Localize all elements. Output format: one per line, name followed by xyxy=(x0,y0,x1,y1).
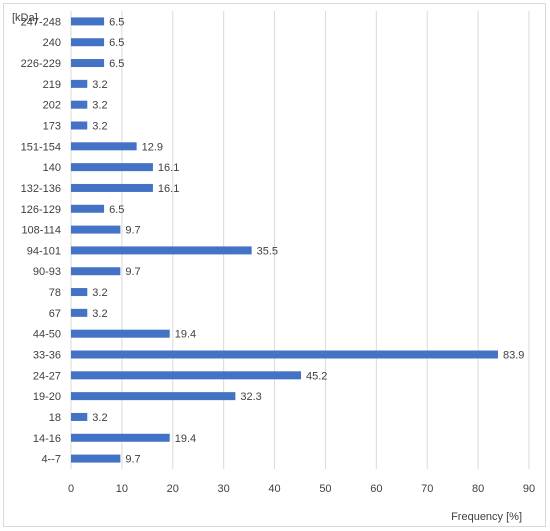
category-tick-label: 4--7 xyxy=(41,454,61,466)
bar-173 xyxy=(71,121,88,130)
category-tick-label: 94-101 xyxy=(27,245,61,257)
category-tick-label: 90-93 xyxy=(33,266,61,278)
bar-132-136 xyxy=(71,183,153,192)
category-tick-label: 202 xyxy=(43,100,61,112)
x-tick-label: 70 xyxy=(421,483,433,495)
category-tick-label: 18 xyxy=(49,412,61,424)
data-label: 3.2 xyxy=(92,79,107,91)
bar-24-27 xyxy=(71,371,302,380)
bar-226-229 xyxy=(71,59,105,68)
category-tick-label: 219 xyxy=(43,79,61,91)
category-tick-label: 226-229 xyxy=(21,58,61,70)
category-tick-labels: 247-248 240 226-229 219 202 173 151-154 140 132-… xyxy=(21,16,61,465)
data-label: 19.4 xyxy=(175,433,196,445)
data-label: 12.9 xyxy=(142,141,163,153)
bar-202 xyxy=(71,100,88,109)
x-tick-label: 40 xyxy=(268,483,280,495)
bar-94-101 xyxy=(71,246,252,255)
bar-18 xyxy=(71,412,88,421)
bar-78 xyxy=(71,288,88,297)
x-tick-label: 20 xyxy=(167,483,179,495)
category-tick-label: 44-50 xyxy=(33,329,61,341)
bar-151-154 xyxy=(71,142,137,151)
bar-219 xyxy=(71,79,88,88)
data-label: 16.1 xyxy=(158,183,179,195)
x-tick-label: 10 xyxy=(116,483,128,495)
category-tick-label: 132-136 xyxy=(21,183,61,195)
data-label: 3.2 xyxy=(92,100,107,112)
category-tick-label: 240 xyxy=(43,37,61,49)
x-tick-labels: 0 10 20 30 40 50 60 70 80 90 xyxy=(68,483,535,495)
category-tick-label: 33-36 xyxy=(33,350,61,362)
data-label: 32.3 xyxy=(240,391,261,403)
category-tick-label: 140 xyxy=(43,162,61,174)
data-label: 9.7 xyxy=(125,266,140,278)
data-label: 3.2 xyxy=(92,287,107,299)
data-label: 16.1 xyxy=(158,162,179,174)
category-tick-label: 67 xyxy=(49,308,61,320)
data-label: 9.7 xyxy=(125,454,140,466)
category-tick-label: 19-20 xyxy=(33,391,61,403)
x-tick-label: 90 xyxy=(523,483,535,495)
category-tick-label: 108-114 xyxy=(21,225,61,237)
x-tick-label: 80 xyxy=(472,483,484,495)
data-label: 3.2 xyxy=(92,308,107,320)
data-label: 6.5 xyxy=(109,204,124,216)
data-label: 3.2 xyxy=(92,121,107,133)
category-tick-label: 173 xyxy=(43,121,61,133)
bars xyxy=(71,17,498,463)
data-label: 19.4 xyxy=(175,329,196,341)
gridlines xyxy=(70,11,530,469)
category-tick-label: 24-27 xyxy=(33,370,61,382)
category-tick-label: 151-154 xyxy=(21,141,61,153)
bar-33-36 xyxy=(71,350,498,359)
x-tick-label: 30 xyxy=(218,483,230,495)
bar-4--7 xyxy=(71,454,121,463)
bar-19-20 xyxy=(71,392,236,401)
category-tick-label: 126-129 xyxy=(21,204,61,216)
chart-frame: 6.5 6.5 6.5 3.2 3.2 3.2 12.9 16.1 16.1 6.5 9.7 35.5… xyxy=(3,3,546,527)
x-tick-label: 50 xyxy=(319,483,331,495)
data-labels: 6.56.56.53.23.23.212.916.116.16.59.735.5… xyxy=(92,16,524,465)
data-label: 6.5 xyxy=(109,16,124,28)
bar-chart: 6.56.56.53.23.23.212.916.116.16.59.735.5… xyxy=(12,11,535,523)
category-tick-label: 247-248 xyxy=(21,16,61,28)
bar-14-16 xyxy=(71,433,170,442)
bar-108-114 xyxy=(71,225,121,234)
category-tick-label: 14-16 xyxy=(33,433,61,445)
x-tick-label: 60 xyxy=(370,483,382,495)
data-label: 9.7 xyxy=(125,225,140,237)
bar-44-50 xyxy=(71,329,170,338)
data-label: 6.5 xyxy=(109,58,124,70)
bar-140 xyxy=(71,163,153,172)
data-label: 3.2 xyxy=(92,412,107,424)
x-axis-title: Frequency [%] xyxy=(451,511,522,523)
bar-247-248 xyxy=(71,17,105,26)
bar-126-129 xyxy=(71,204,105,213)
bar-240 xyxy=(71,38,105,47)
data-label: 83.9 xyxy=(503,350,524,362)
bar-67 xyxy=(71,308,88,317)
category-tick-label: 78 xyxy=(49,287,61,299)
data-label: 6.5 xyxy=(109,37,124,49)
y-axis-title: [kDa] xyxy=(12,12,38,24)
data-label: 35.5 xyxy=(257,245,278,257)
data-label: 45.2 xyxy=(306,370,327,382)
bar-90-93 xyxy=(71,267,121,276)
x-tick-label: 0 xyxy=(68,483,74,495)
